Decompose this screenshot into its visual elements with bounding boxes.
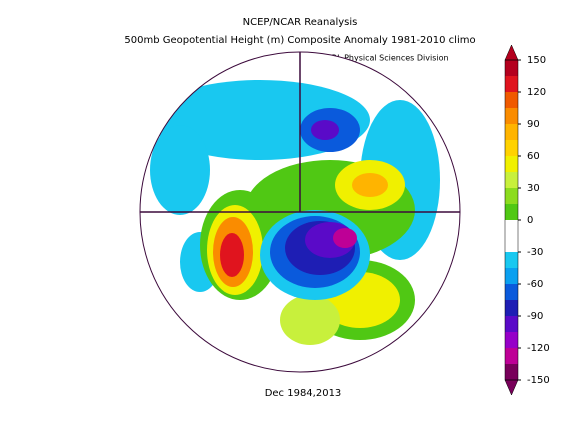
title: NCEP/NCAR Reanalysis: [243, 17, 358, 28]
colorbar: 150 120 90 60 30 0 -30 -60 -90 -120 -150: [504, 44, 550, 396]
colorbar-band: [505, 364, 518, 381]
colorbar-band: [505, 60, 518, 77]
map: [140, 52, 460, 372]
colorbar-end-bottom: [504, 379, 519, 396]
colorbar-band: [505, 188, 518, 205]
colorbar-tick-label: -120: [527, 343, 550, 354]
colorbar-band: [505, 124, 518, 141]
colorbar-band: [505, 204, 518, 221]
colorbar-tick-label: 60: [527, 151, 540, 162]
map-border: [139, 51, 461, 373]
colorbar-band: [505, 76, 518, 93]
colorbar-band: [505, 284, 518, 301]
colorbar-band: [505, 156, 518, 173]
colorbar-band: [505, 300, 518, 317]
colorbar-band: [505, 108, 518, 125]
credit: NOAA/ESRL Physical Sciences Division: [295, 54, 448, 63]
colorbar-tick-label: 90: [527, 119, 540, 130]
colorbar-tick-label: 0: [527, 215, 533, 226]
colorbar-band: [505, 236, 518, 253]
colorbar-band: [505, 172, 518, 189]
colorbar-band: [505, 332, 518, 349]
date: Dec 1984,2013: [265, 388, 342, 399]
colorbar-tick-label: -90: [527, 311, 543, 322]
colorbar-tick-label: 30: [527, 183, 540, 194]
colorbar-band: [505, 140, 518, 157]
colorbar-band: [505, 220, 518, 237]
colorbar-band: [505, 252, 518, 269]
colorbar-tick-label: 150: [527, 55, 546, 66]
colorbar-end-top: [504, 44, 519, 61]
colorbar-tick-label: -30: [527, 247, 543, 258]
colorbar-band: [505, 316, 518, 333]
colorbar-tick-label: -60: [527, 279, 543, 290]
subtitle: 500mb Geopotential Height (m) Composite …: [124, 35, 475, 46]
colorbar-band: [505, 268, 518, 285]
colorbar-band: [505, 348, 518, 365]
colorbar-band: [505, 92, 518, 109]
colorbar-tick-label: -150: [527, 375, 550, 386]
colorbar-tick-label: 120: [527, 87, 546, 98]
